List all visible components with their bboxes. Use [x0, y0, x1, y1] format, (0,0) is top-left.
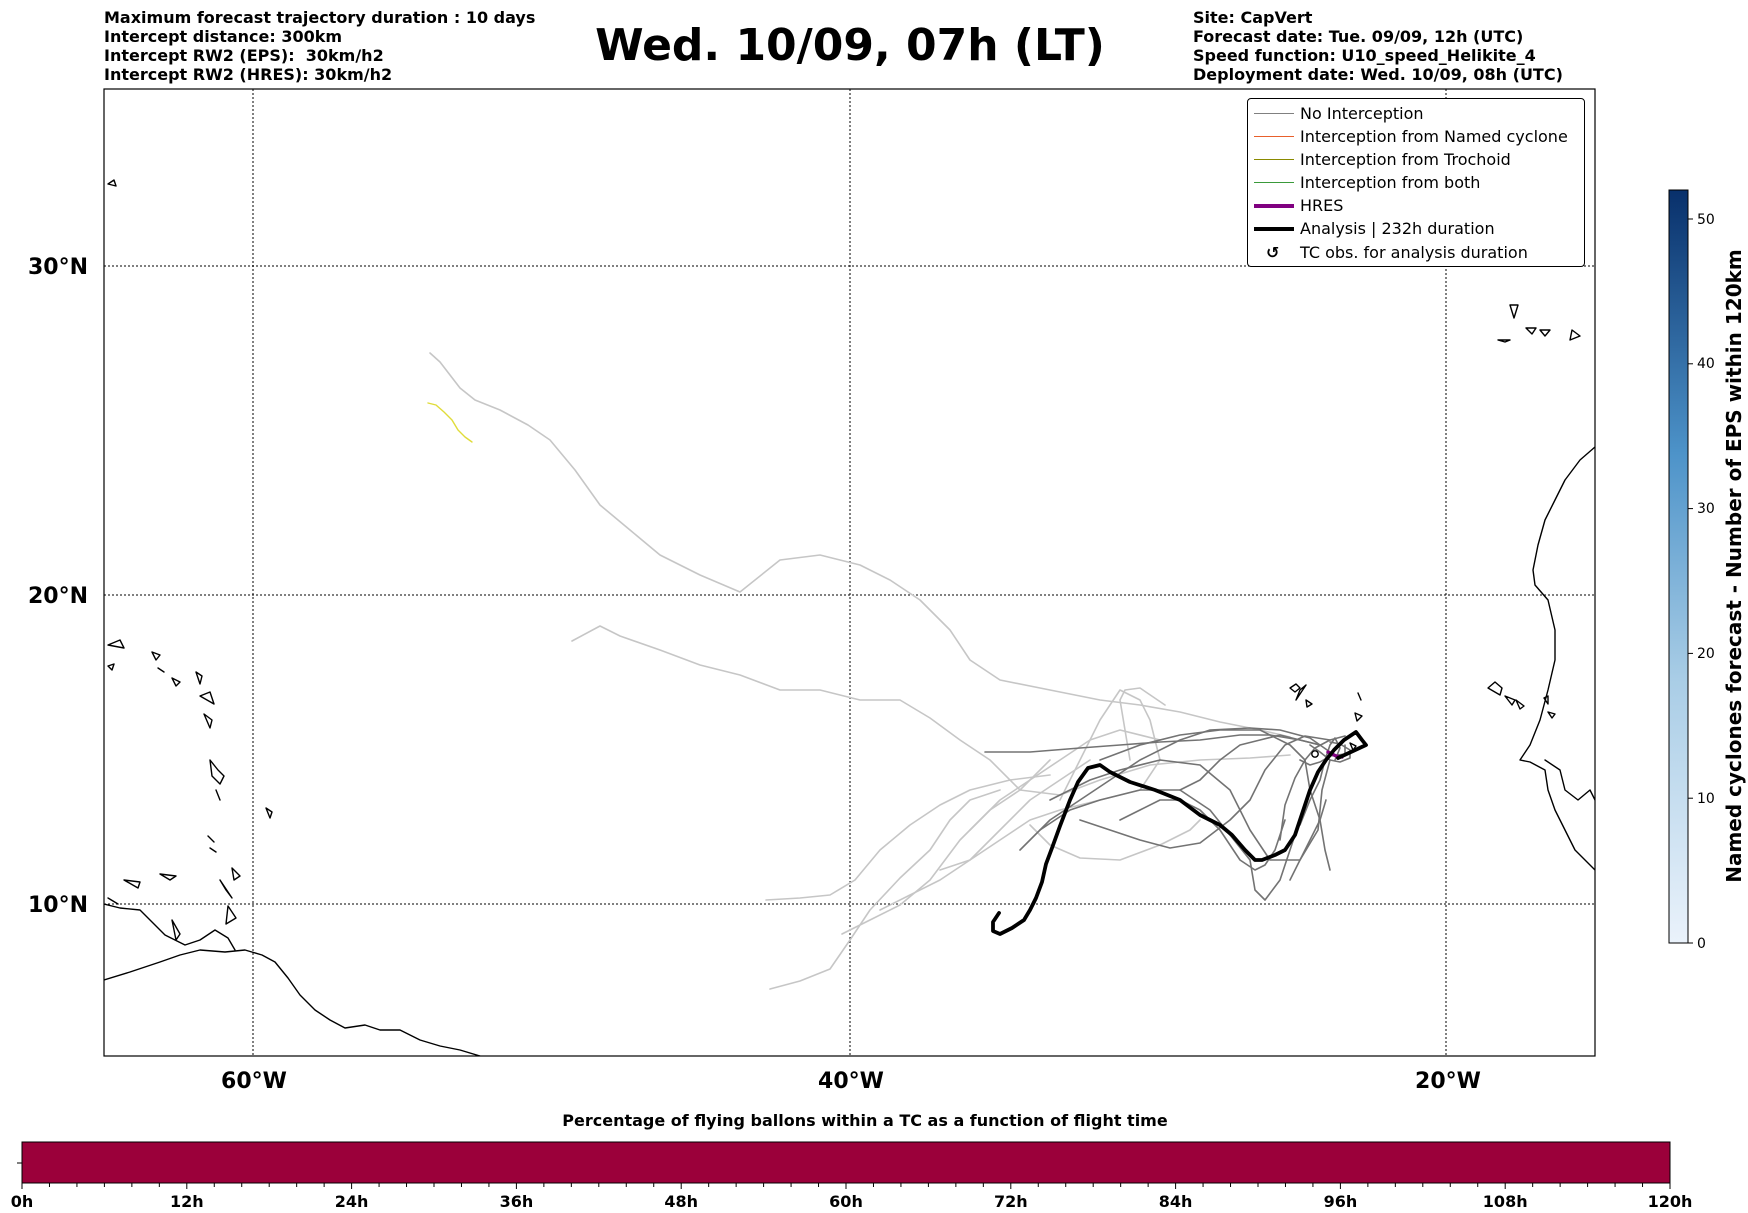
- legend-item-analysis: Analysis | 232h duration: [1248, 218, 1584, 240]
- lat-tick-10n: 10°N: [28, 893, 88, 918]
- trajectory-yellow-tail: [427, 402, 473, 443]
- bottom-bar-tick-label: 120h: [1648, 1192, 1693, 1211]
- lon-tick-60w: 60°W: [221, 1069, 287, 1094]
- map-frame: [103, 88, 1596, 1057]
- header-line-rw2-eps: Intercept RW2 (EPS): 30km/h2: [104, 46, 384, 65]
- bottom-bar-tick-label: 60h: [829, 1192, 863, 1211]
- bottom-bar-title: Percentage of flying ballons within a TC…: [562, 1111, 1168, 1130]
- colorbar-tick-0: 0: [1697, 936, 1706, 952]
- main-title: Wed. 10/09, 07h (LT): [595, 20, 1105, 71]
- analysis-trajectory: [991, 730, 1368, 936]
- south-america-coast: [104, 949, 481, 1056]
- header-line-forecast-date: Forecast date: Tue. 09/09, 12h (UTC): [1193, 27, 1524, 46]
- header-right: Site: CapVert Forecast date: Tue. 09/09,…: [1193, 8, 1563, 84]
- legend-item-tc-obs: ↺ TC obs. for analysis duration: [1266, 243, 1528, 262]
- colorbar-tick-20: 20: [1697, 646, 1715, 662]
- colorbar-label: Named cyclones forecast - Number of EPS …: [1722, 249, 1746, 883]
- legend-item-trochoid: Interception from Trochoid: [1248, 149, 1584, 171]
- lat-tick-30n: 30°N: [28, 255, 88, 280]
- africa-coast-south: [1544, 759, 1595, 801]
- bottom-bar-tick-label: 108h: [1483, 1192, 1528, 1211]
- colorbar-tick-50: 50: [1697, 212, 1715, 228]
- tc-obs-marker: [1311, 750, 1319, 758]
- bottom-bar-tick-label: 0h: [11, 1192, 34, 1211]
- colorbar-gradient: [1668, 189, 1689, 944]
- colorbar-tick-40: 40: [1697, 356, 1715, 372]
- bottom-bar-tick-label: 36h: [500, 1192, 534, 1211]
- header-line-site: Site: CapVert: [1193, 8, 1313, 27]
- canary-islands: [1497, 304, 1581, 343]
- legend: No Interception Interception from Named …: [1247, 98, 1585, 267]
- africa-coast: [1519, 446, 1595, 871]
- lon-tick-20w: 20°W: [1415, 1069, 1481, 1094]
- colorbar-tick-10: 10: [1697, 791, 1715, 807]
- caribbean-islands: [107, 179, 273, 941]
- bottom-bar-tick-label: 72h: [994, 1192, 1028, 1211]
- lat-tick-20n: 20°N: [28, 584, 88, 609]
- header-line-rw2-hres: Intercept RW2 (HRES): 30km/h2: [104, 65, 393, 84]
- trajectories-light: [429, 352, 1291, 990]
- trajectories-dark: [984, 727, 1351, 901]
- header-line-duration: Maximum forecast trajectory duration : 1…: [104, 8, 536, 27]
- bottom-bar-tick-label: 24h: [335, 1192, 369, 1211]
- venezuela-coast: [104, 903, 236, 951]
- header-line-deployment-date: Deployment date: Wed. 10/09, 08h (UTC): [1193, 65, 1563, 84]
- cape-verde-islands: [1295, 681, 1556, 719]
- header-line-distance: Intercept distance: 300km: [104, 27, 343, 46]
- legend-item-named-cyclone: Interception from Named cyclone: [1248, 126, 1584, 148]
- legend-item-both: Interception from both: [1248, 172, 1584, 194]
- coastlines: [104, 179, 1595, 1056]
- legend-item-hres: HRES: [1248, 195, 1584, 217]
- bottom-bar-tick-label: 84h: [1159, 1192, 1193, 1211]
- colorbar-tick-30: 30: [1697, 501, 1715, 517]
- bottom-bar: Percentage of flying ballons within a TC…: [11, 1111, 1693, 1211]
- lon-tick-40w: 40°W: [818, 1069, 884, 1094]
- tc-obs-icon: ↺: [1266, 243, 1280, 262]
- header-left: Maximum forecast trajectory duration : 1…: [104, 8, 535, 84]
- bottom-bar-tick-label: 96h: [1324, 1192, 1358, 1211]
- bottom-bar-fill: [21, 1141, 1671, 1184]
- cv-islands: [1289, 683, 1363, 751]
- header-line-speed-function: Speed function: U10_speed_Helikite_4: [1193, 46, 1536, 65]
- bottom-bar-tick-label: 12h: [170, 1192, 204, 1211]
- bottom-bar-tick-label: 48h: [664, 1192, 698, 1211]
- colorbar: 0 10 20 30 40 50 Named cyclones forecast…: [1668, 189, 1746, 952]
- legend-item-no-interception: No Interception: [1248, 103, 1584, 125]
